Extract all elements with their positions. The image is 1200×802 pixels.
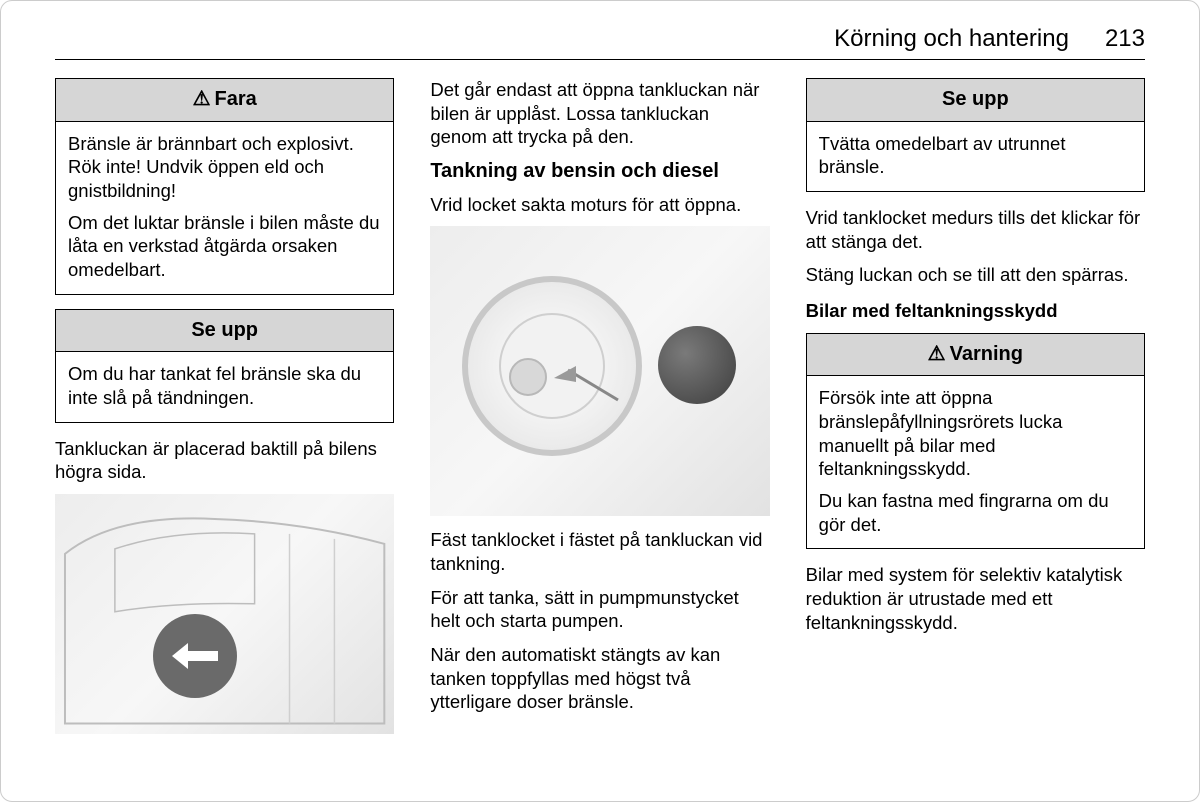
danger-box-header: ⚠ Fara [56, 79, 393, 122]
col2-p4: För att tanka, sätt in pumpmunstycket he… [430, 586, 769, 633]
fuel-filler-ring [462, 276, 642, 456]
arrow-left-icon [170, 641, 220, 671]
caution-box-2-header: Se upp [807, 79, 1144, 122]
caution-1-title: Se upp [191, 318, 258, 344]
danger-p1: Bränsle är brännbart och explosivt. Rök … [68, 132, 381, 203]
column-1: ⚠ Fara Bränsle är brännbart och explosiv… [55, 78, 394, 746]
car-outline-svg [55, 494, 394, 734]
content-columns: ⚠ Fara Bränsle är brännbart och explosiv… [55, 78, 1145, 746]
danger-title: Fara [215, 87, 257, 113]
manual-page: Körning och hantering 213 ⚠ Fara Bränsle… [0, 0, 1200, 802]
fuel-door-arrow-circle [153, 614, 237, 698]
caution-2-title: Se upp [942, 87, 1009, 113]
col2-p1: Det går endast att öppna tankluckan när … [430, 78, 769, 149]
danger-p2: Om det luktar bränsle i bilen måste du l… [68, 211, 381, 282]
warning-p2: Du kan fastna med fingrarna om du gör de… [819, 489, 1132, 536]
warning-triangle-icon: ⚠ [193, 87, 211, 113]
caution-box-1-header: Se upp [56, 310, 393, 353]
caution-box-1: Se upp Om du har tankat fel bränsle ska … [55, 309, 394, 423]
caution-2-p1: Tvätta omedelbart av utrunnet bränsle. [819, 132, 1132, 179]
col3-p3: Bilar med system för selektiv katalytisk… [806, 563, 1145, 634]
col1-para: Tankluckan är placerad baktill på bilens… [55, 437, 394, 484]
warning-box-header: ⚠ Varning [807, 334, 1144, 377]
col2-p5: När den automatiskt stängts av kan tanke… [430, 643, 769, 714]
danger-box-body: Bränsle är brännbart och explosivt. Rök … [56, 122, 393, 294]
warning-triangle-icon: ⚠ [928, 342, 946, 368]
fuel-door-image [55, 494, 394, 734]
caution-box-1-body: Om du har tankat fel bränsle ska du inte… [56, 352, 393, 421]
col2-heading: Tankning av bensin och diesel [430, 159, 769, 185]
warning-box: ⚠ Varning Försök inte att öppna bränslep… [806, 333, 1145, 550]
col3-p1: Vrid tanklocket medurs tills det klickar… [806, 206, 1145, 253]
col2-p3: Fäst tanklocket i fästet på tankluckan v… [430, 528, 769, 575]
fuel-cap-image [430, 226, 769, 516]
caution-box-2: Se upp Tvätta omedelbart av utrunnet brä… [806, 78, 1145, 192]
column-2: Det går endast att öppna tankluckan när … [430, 78, 769, 746]
column-3: Se upp Tvätta omedelbart av utrunnet brä… [806, 78, 1145, 746]
warning-p1: Försök inte att öppna bränslepåfyllnings… [819, 386, 1132, 481]
page-header: Körning och hantering 213 [55, 25, 1145, 60]
section-title: Körning och hantering [834, 25, 1069, 53]
caution-box-2-body: Tvätta omedelbart av utrunnet bränsle. [807, 122, 1144, 191]
col3-p2: Stäng luckan och se till att den spärras… [806, 263, 1145, 287]
caution-1-p1: Om du har tankat fel bränsle ska du inte… [68, 362, 381, 409]
fuel-cap-knob [658, 326, 736, 404]
fuel-filler-svg [468, 282, 636, 450]
col3-heading: Bilar med feltankningsskydd [806, 299, 1145, 323]
page-number: 213 [1105, 25, 1145, 53]
warning-title: Varning [950, 342, 1023, 368]
col2-p2: Vrid locket sakta moturs för att öppna. [430, 193, 769, 217]
warning-box-body: Försök inte att öppna bränslepåfyllnings… [807, 376, 1144, 548]
danger-box: ⚠ Fara Bränsle är brännbart och explosiv… [55, 78, 394, 295]
